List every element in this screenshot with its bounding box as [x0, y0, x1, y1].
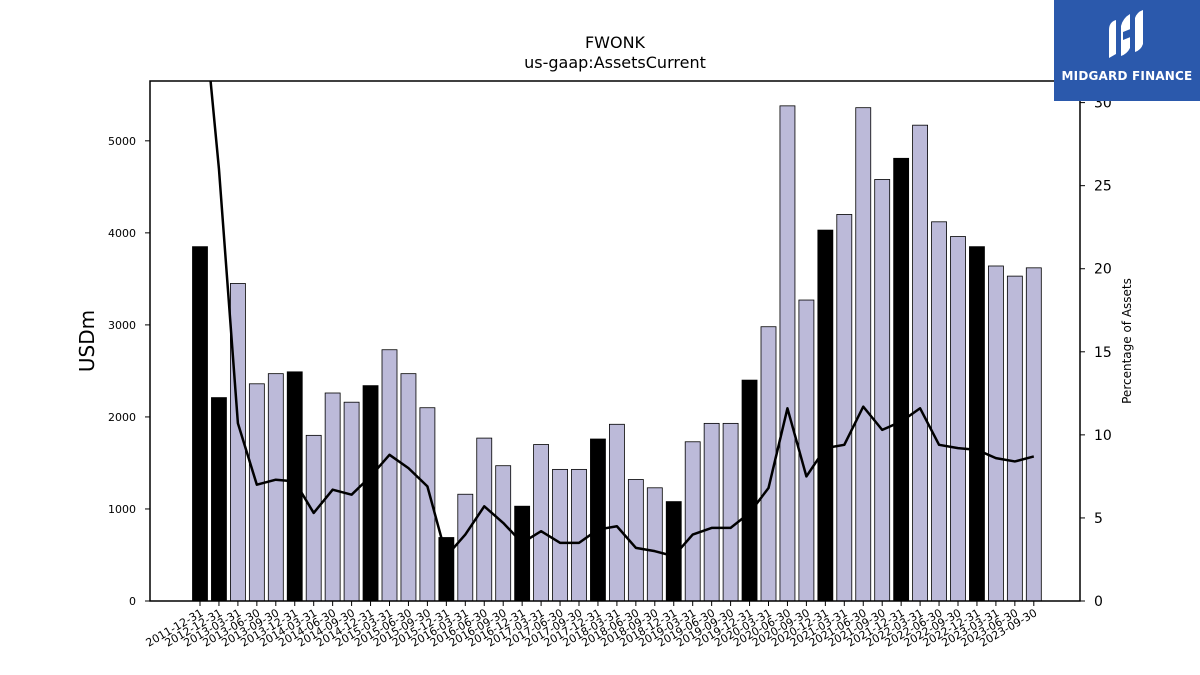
bar-2013-06-30	[248, 383, 265, 602]
bar-2015-12-31	[438, 537, 455, 602]
bar-2022-03-31	[912, 124, 928, 602]
chart-title: FWONK	[585, 33, 646, 52]
bar-2018-03-31	[609, 423, 625, 602]
logo-text: MIDGARD FINANCE	[1061, 69, 1193, 83]
bar-2020-12-31	[817, 229, 834, 602]
bar-2013-12-31	[286, 371, 303, 602]
midgard-finance-logo: MIDGARD FINANCE	[1054, 0, 1200, 101]
y2-axis-label: Percentage of Assets	[1120, 278, 1134, 404]
bar-2014-12-31	[362, 385, 379, 602]
bar-2023-09-30	[1025, 267, 1042, 602]
bar-2016-09-30	[495, 465, 512, 602]
plot-frame	[149, 80, 1081, 602]
y-tick-label: 4000	[108, 227, 136, 240]
bar-2011-12-31	[192, 246, 208, 602]
y-tick-label: 5000	[108, 135, 136, 148]
percentage-series	[209, 81, 1035, 558]
bar-2021-09-30	[874, 179, 891, 602]
bar-2021-06-30	[855, 107, 872, 602]
bar-2021-03-31	[836, 214, 853, 602]
bar-2019-12-31	[741, 379, 758, 602]
bar-2017-09-30	[571, 468, 587, 602]
bar-2022-12-31	[969, 246, 985, 602]
y-tick-label: 3000	[108, 319, 136, 332]
bar-2023-06-30	[1006, 275, 1023, 602]
y2-tick-label: 20	[1094, 262, 1112, 278]
bar-2014-09-30	[343, 401, 360, 602]
bar-2015-06-30	[400, 373, 417, 602]
logo-mark-icon	[1109, 10, 1143, 58]
y2-tick-label: 5	[1094, 511, 1103, 527]
y2-tick-label: 25	[1094, 179, 1112, 195]
y-axis-label: USDm	[75, 310, 99, 372]
bar-2013-09-30	[267, 373, 284, 602]
bar-2016-03-31	[457, 493, 474, 602]
bar-2016-12-31	[514, 505, 531, 602]
bar-2019-09-30	[722, 422, 739, 602]
bar-2021-12-31	[893, 157, 910, 602]
bar-2017-12-31	[590, 438, 606, 602]
y2-tick-label: 0	[1094, 594, 1103, 610]
bar-2012-12-31	[211, 397, 227, 602]
bar-2014-03-31	[305, 434, 322, 602]
bar-2022-06-30	[931, 221, 947, 602]
chart-subtitle: us-gaap:AssetsCurrent	[524, 53, 706, 72]
bar-2018-09-30	[646, 487, 663, 602]
y2-tick-label: 15	[1094, 345, 1112, 361]
y-tick-label: 1000	[108, 503, 136, 516]
bar-2020-06-30	[779, 105, 796, 602]
bar-2017-03-31	[533, 444, 549, 602]
y-tick-label: 0	[129, 595, 136, 608]
bar-2019-03-31	[684, 441, 701, 602]
bar-2019-06-30	[703, 422, 720, 602]
bar-2016-06-30	[476, 437, 493, 602]
bar-2022-09-30	[950, 236, 966, 602]
bar-2017-06-30	[552, 468, 568, 602]
y-tick-label: 2000	[108, 411, 136, 424]
bar-2015-03-31	[381, 349, 398, 602]
bar-2023-03-31	[988, 265, 1004, 602]
y-axis-ticks: 0 1000 2000 3000 4000 5000	[108, 135, 150, 608]
y2-tick-label: 10	[1094, 428, 1112, 444]
bar-2020-09-30	[798, 299, 815, 602]
x-axis-ticks: 2011-12-312012-12-312013-03-312013-06-30…	[144, 601, 1039, 650]
percentage-line	[209, 81, 1035, 558]
